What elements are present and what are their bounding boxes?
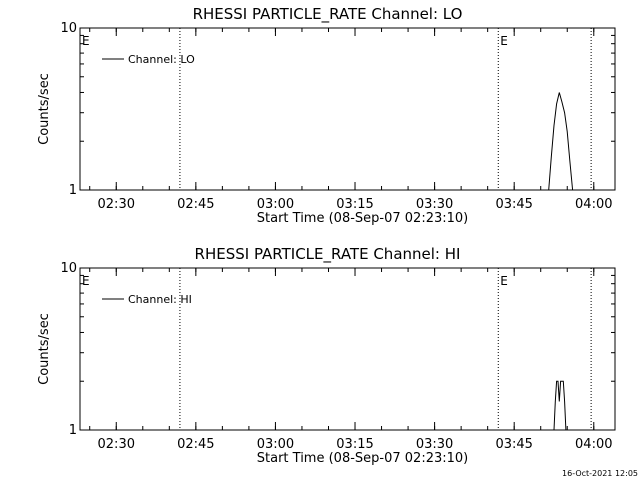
x-tick-label: 02:45 <box>177 437 214 452</box>
plot-frame <box>79 267 616 431</box>
x-tick-label: 03:45 <box>495 437 532 452</box>
x-tick-label: 04:00 <box>575 437 612 452</box>
x-tick-label: 03:15 <box>336 197 373 212</box>
y-tick-label: 1 <box>69 183 77 198</box>
y-tick-label: 10 <box>60 21 77 36</box>
x-axis-title: Start Time (08-Sep-07 02:23:10) <box>257 451 468 466</box>
chart-panel-2: RHESSI PARTICLE_RATE Channel: HI 02:30 02:… <box>37 245 616 466</box>
y-axis-title: Counts/sec <box>37 313 52 385</box>
plot-frame <box>79 27 616 191</box>
time-marker-label: E <box>82 274 90 288</box>
x-tick-label: 02:30 <box>98 437 135 452</box>
time-marker-label: E <box>500 34 508 48</box>
x-tick-label: 03:30 <box>416 437 453 452</box>
time-marker-label: E <box>500 274 508 288</box>
series-line <box>553 380 567 431</box>
x-tick-label: 04:00 <box>575 197 612 212</box>
chart-title: RHESSI PARTICLE_RATE Channel: HI <box>195 245 461 264</box>
x-tick-label: 03:00 <box>257 197 294 212</box>
y-axis-title: Counts/sec <box>37 73 52 145</box>
chart-panel-1: RHESSI PARTICLE_RATE Channel: LO 02:30 02:… <box>37 5 616 226</box>
legend-label: Channel: HI <box>128 293 192 306</box>
x-tick-label: 03:45 <box>495 197 532 212</box>
series-line <box>548 92 574 191</box>
chart-title: RHESSI PARTICLE_RATE Channel: LO <box>193 5 463 24</box>
y-tick-label: 1 <box>69 423 77 438</box>
time-marker-label: E <box>82 34 90 48</box>
y-tick-label: 10 <box>60 261 77 276</box>
legend-label: Channel: LO <box>128 53 195 66</box>
x-tick-label: 03:00 <box>257 437 294 452</box>
x-tick-label: 02:30 <box>98 197 135 212</box>
x-tick-label: 03:30 <box>416 197 453 212</box>
x-axis-title: Start Time (08-Sep-07 02:23:10) <box>257 211 468 226</box>
x-tick-label: 03:15 <box>336 437 373 452</box>
x-tick-label: 02:45 <box>177 197 214 212</box>
footer-timestamp: 16-Oct-2021 12:05 <box>562 469 638 478</box>
